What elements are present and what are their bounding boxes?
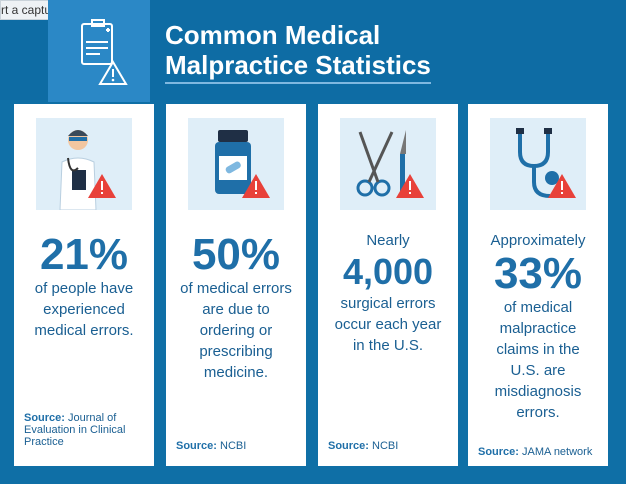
card-image xyxy=(36,118,132,211)
stat-lead: Nearly xyxy=(366,232,410,249)
stat-description: surgical errors occur each year in the U… xyxy=(334,295,442,354)
source-name: NCBI xyxy=(220,440,247,452)
stethoscope-warning-icon xyxy=(516,128,576,198)
stat-description: of medical errors are due to ordering or… xyxy=(180,280,292,381)
stat-value: 21% xyxy=(39,230,129,279)
source-label: Source: xyxy=(328,440,369,452)
stat-lead: Approximately xyxy=(490,232,586,249)
stat-card: 50% of medical errors are due to orderin… xyxy=(166,104,306,466)
card-image xyxy=(188,118,284,210)
source-name: Journal of Evaluation in Clinical Practi… xyxy=(24,412,126,448)
doctor-warning-icon xyxy=(59,130,116,211)
title-line-2: Malpractice Statistics xyxy=(165,50,431,84)
source: Source: NCBI xyxy=(328,440,450,452)
stat-description: of medical malpractice claims in the U.S… xyxy=(494,299,582,421)
title-line-1: Common Medical xyxy=(165,20,381,50)
stat-value: 4,000 xyxy=(342,251,434,292)
source-name: NCBI xyxy=(372,440,399,452)
clipboard-warning-icon xyxy=(81,19,128,85)
page-title: Common Medical Malpractice Statistics xyxy=(165,20,431,84)
source-label: Source: xyxy=(478,446,519,458)
source: Source: Journal of Evaluation in Clinica… xyxy=(24,412,146,448)
stat-value: 33% xyxy=(493,249,583,298)
stat-card: 21% of people have experienced medical e… xyxy=(14,104,154,466)
source: Source: JAMA network xyxy=(478,446,600,458)
stat-card: Nearly 4,000 surgical errors occur each … xyxy=(318,104,458,466)
card-image xyxy=(340,118,436,210)
pill-bottle-warning-icon xyxy=(215,130,270,198)
source: Source: NCBI xyxy=(176,440,298,452)
header-icon-box xyxy=(48,0,150,102)
capture-label: rt a capture xyxy=(1,3,62,17)
surgical-tools-warning-icon xyxy=(356,130,424,198)
card-image xyxy=(490,118,586,210)
source-label: Source: xyxy=(24,412,65,424)
stat-card: Approximately 33% of medical malpractice… xyxy=(468,104,608,466)
stat-value: 50% xyxy=(191,230,281,279)
source-label: Source: xyxy=(176,440,217,452)
stat-description: of people have experienced medical error… xyxy=(34,280,134,339)
source-name: JAMA network xyxy=(522,446,593,458)
